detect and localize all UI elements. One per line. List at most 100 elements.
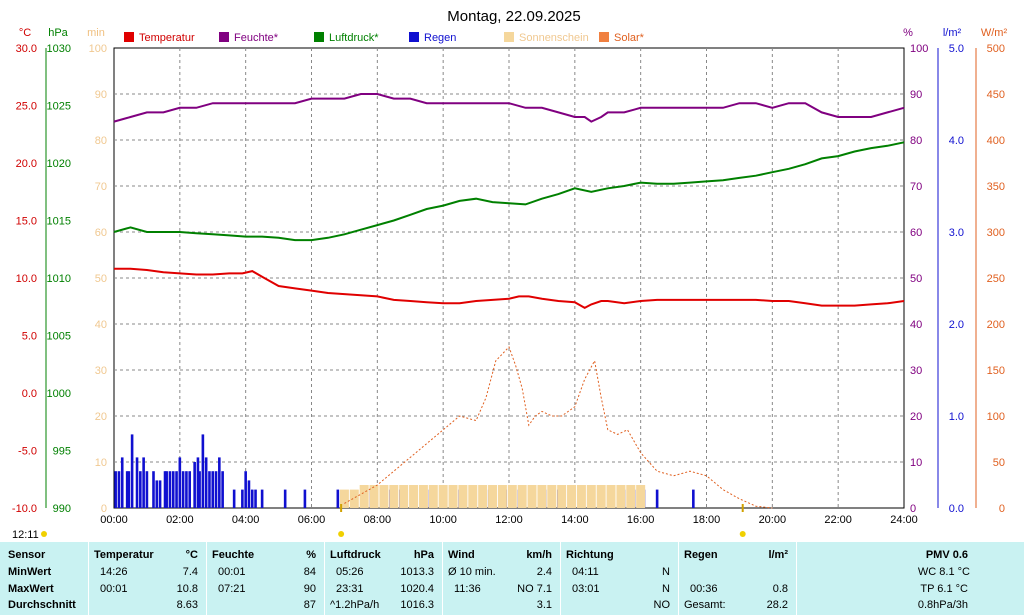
rain-bar <box>196 457 200 508</box>
rain-bar <box>221 471 224 508</box>
legend-label-sonnenschein: Sonnenschein <box>519 32 589 44</box>
sunshine-bar <box>527 485 537 508</box>
rain-bar <box>178 457 182 508</box>
x-tick-label: 18:00 <box>693 514 721 526</box>
header-wind: Wind <box>448 549 475 561</box>
rain-bar <box>181 471 185 508</box>
solar-axis-unit: W/m² <box>981 27 1008 39</box>
sunshine-bar <box>339 489 349 508</box>
richtung-max-time: 03:01 <box>572 583 600 595</box>
line-series-layer <box>113 93 905 509</box>
rain-bar <box>254 489 257 508</box>
richtung-min-time: 04:11 <box>572 566 599 578</box>
rain-bar <box>120 457 124 508</box>
sunshine-bar <box>369 485 379 508</box>
sunshine-bar <box>606 485 616 508</box>
pressure-tick-label: 1015 <box>47 216 71 228</box>
minutes-tick-label: 100 <box>89 43 107 55</box>
luftdruck-min-value: 1013.3 <box>400 566 434 578</box>
pressure-tick-label: 1010 <box>47 273 71 285</box>
luftdruck-max-time: 23:31 <box>336 583 364 595</box>
sunshine-bar <box>586 485 596 508</box>
stats-divider <box>88 542 89 615</box>
rain-tick-label: 3.0 <box>949 227 964 239</box>
legend-swatch-regen <box>409 32 419 42</box>
rain-tick-label: 0.0 <box>949 503 964 515</box>
x-tick-label: 10:00 <box>429 514 457 526</box>
legend-label-temperatur: Temperatur <box>139 32 195 44</box>
rain-tick-label: 4.0 <box>949 135 964 147</box>
solar-tick-label: 450 <box>987 89 1005 101</box>
feuchte-avg-value: 87 <box>303 599 316 611</box>
rain-bar <box>165 471 168 508</box>
pressure-tick-label: 1025 <box>47 101 71 113</box>
temp-avg-value: 8.63 <box>176 599 198 611</box>
solar-series-line <box>344 346 773 509</box>
sunshine-bar <box>418 485 428 508</box>
rain-bar <box>168 471 172 508</box>
minutes-tick-label: 30 <box>95 365 107 377</box>
temperature-tick-label: 5.0 <box>22 331 37 343</box>
rain-bar <box>283 489 287 508</box>
pressure-tick-label: 1030 <box>47 43 71 55</box>
header-luftdruck-unit: hPa <box>413 549 434 561</box>
rain-tick-label: 5.0 <box>949 43 964 55</box>
rain-bar <box>163 471 167 508</box>
row-label-max: MaxWert <box>8 583 54 595</box>
luftdruck-min-time: 05:26 <box>336 566 364 578</box>
richtung-min-value: N <box>662 566 670 578</box>
sunshine-bar <box>537 485 547 508</box>
temperature-tick-label: 25.0 <box>16 101 37 113</box>
stats-divider <box>324 542 325 615</box>
wind-max-time: 11:36 <box>454 583 481 595</box>
rain-bar <box>198 471 201 508</box>
rain-tick-label: 2.0 <box>949 319 964 331</box>
stats-divider <box>206 542 207 615</box>
legend-label-feuchte: Feuchte* <box>234 32 279 44</box>
x-tick-label: 20:00 <box>759 514 787 526</box>
humidity-tick-label: 30 <box>910 365 922 377</box>
bar-series-layer <box>114 434 695 508</box>
temperature-tick-label: 20.0 <box>16 158 37 170</box>
pressure-axis-unit: hPa <box>48 27 68 39</box>
sunshine-bar <box>438 485 448 508</box>
solar-tick-label: 100 <box>987 411 1005 423</box>
rain-bar <box>125 471 129 508</box>
rain-bar <box>250 489 254 508</box>
x-tick-label: 24:00 <box>890 514 918 526</box>
rain-axis-unit: l/m² <box>943 27 962 39</box>
regen-max-time: 00:36 <box>690 583 718 595</box>
x-tick-label: 12:00 <box>495 514 523 526</box>
stats-divider <box>796 542 797 615</box>
humidity-tick-label: 40 <box>910 319 922 331</box>
header-regen-unit: l/m² <box>768 549 788 561</box>
x-tick-label: 04:00 <box>232 514 260 526</box>
header-temperature-unit: °C <box>185 549 198 561</box>
legend-swatch-solar <box>599 32 609 42</box>
minutes-tick-label: 70 <box>95 181 107 193</box>
x-tick-label: 22:00 <box>824 514 852 526</box>
rain-bar <box>241 489 244 508</box>
legend-swatch-temperatur <box>124 32 134 42</box>
header-feuchte-unit: % <box>306 549 316 561</box>
temp-min-time: 14:26 <box>100 566 128 578</box>
sunshine-bar <box>576 485 586 508</box>
pressure-tick-label: 1000 <box>47 388 71 400</box>
rain-bar <box>152 471 155 508</box>
header-regen: Regen <box>684 549 718 561</box>
luftdruck-max-value: 1020.4 <box>400 583 434 595</box>
minutes-tick-label: 50 <box>95 273 107 285</box>
regen-total-value: 28.2 <box>766 599 788 611</box>
pressure-tick-label: 1005 <box>47 331 71 343</box>
wind-avg-label: Ø 10 min. <box>448 566 496 578</box>
solar-tick-label: 200 <box>987 319 1005 331</box>
legend-swatch-feuchte <box>219 32 229 42</box>
row-label-avg: Durchschnitt <box>8 599 76 611</box>
minutes-axis-unit: min <box>87 27 105 39</box>
richtung-max-value: N <box>662 583 670 595</box>
rain-bar <box>232 489 236 508</box>
feuchte-max-time: 07:21 <box>218 583 246 595</box>
x-tick-label: 00:00 <box>100 514 128 526</box>
sunshine-bar <box>636 485 646 508</box>
legend-swatch-sonnenschein <box>504 32 514 42</box>
